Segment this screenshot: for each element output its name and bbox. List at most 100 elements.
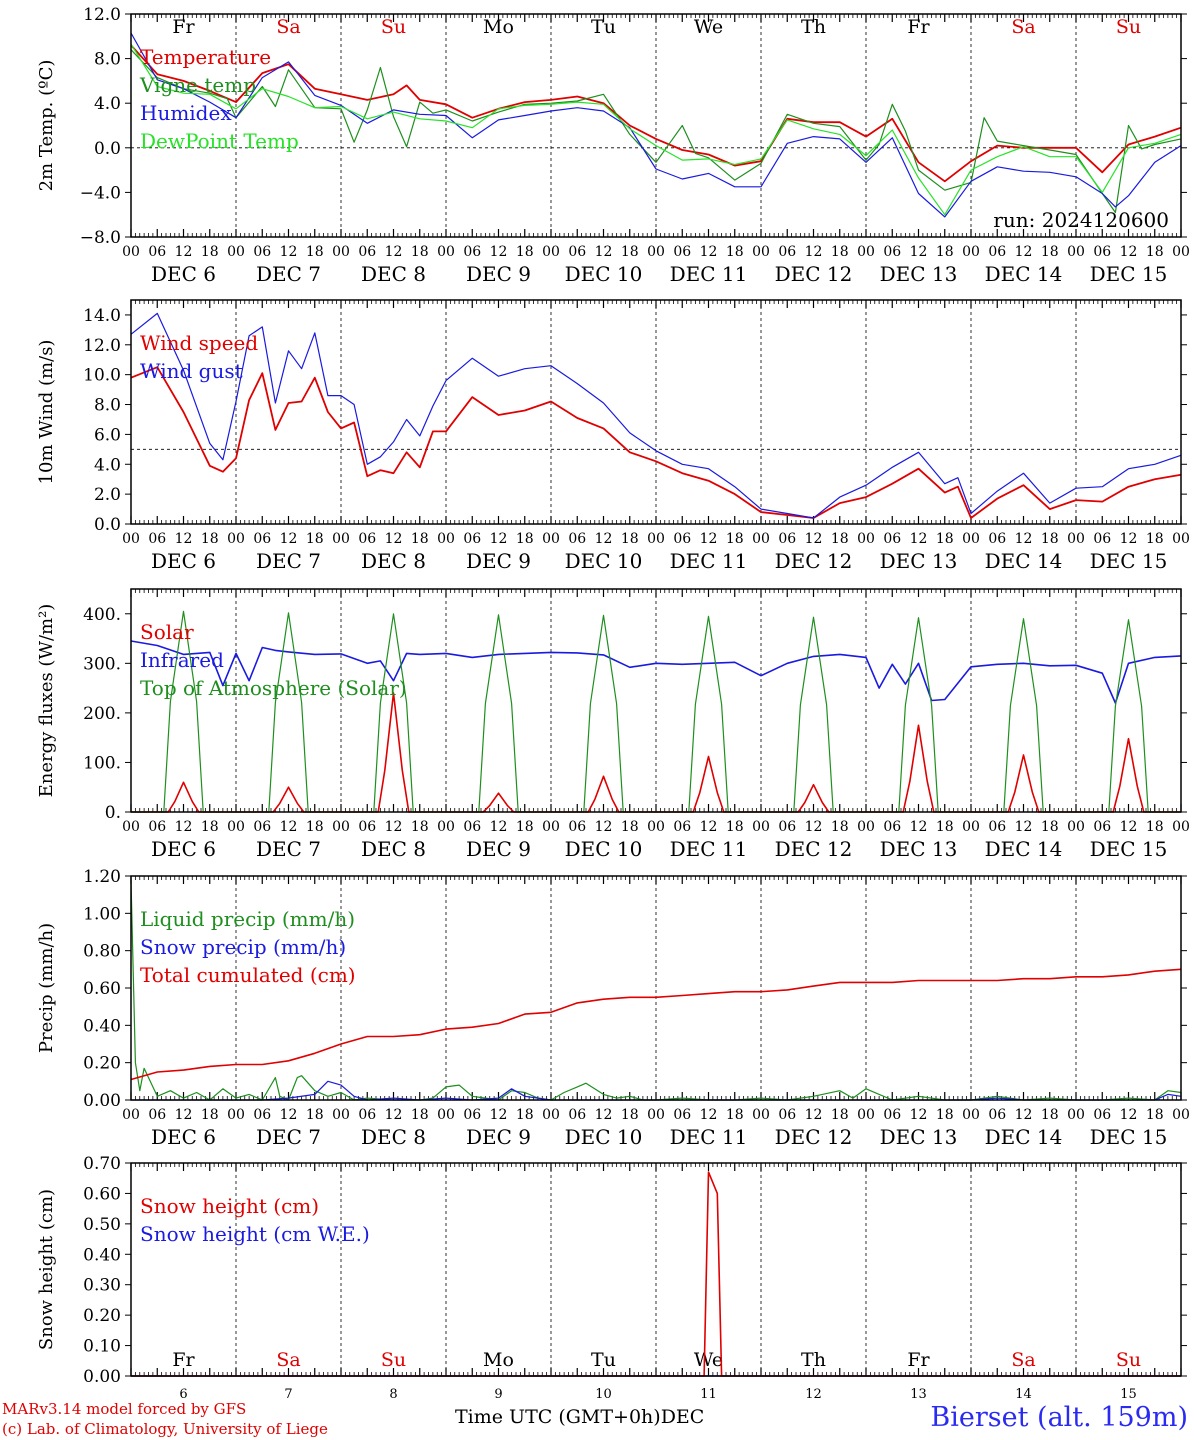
hour-tick-label: 12	[595, 819, 613, 835]
y-tick-label: 0.80	[83, 942, 121, 962]
hour-tick-label: 12	[175, 244, 193, 260]
plot-frame	[130, 299, 1182, 525]
hour-tick-label: 18	[201, 244, 219, 260]
hour-tick-label: 06	[148, 244, 166, 260]
hour-tick-label: 00	[227, 244, 245, 260]
chart-panel-2: 0.0 2.0 4.0 6.0 8.0 10.0 12.0 14.0 10m Wind (m/s…	[36, 299, 1190, 573]
hour-tick-label: 00	[542, 819, 560, 835]
weekday-label: Sa	[1011, 1349, 1035, 1371]
hour-tick-label: 18	[936, 531, 954, 547]
hour-tick-label: 12	[490, 531, 508, 547]
hour-tick-label: 12	[1015, 244, 1033, 260]
hour-tick-label: 12	[700, 244, 718, 260]
day-label: DEC 15	[1090, 837, 1168, 861]
hour-tick-label: 00	[752, 531, 770, 547]
hour-tick-label: 12	[595, 244, 613, 260]
series-line-dewpoint-temp	[130, 43, 1182, 216]
y-tick-label: 6.0	[94, 425, 121, 445]
hour-tick-label: 00	[542, 244, 560, 260]
weekday-label: Fr	[172, 1349, 195, 1371]
legend-entry: Solar	[140, 620, 194, 644]
day-label: DEC 7	[256, 1125, 321, 1149]
series-line-temperature	[130, 44, 1182, 183]
hour-tick-label: 06	[148, 531, 166, 547]
hour-tick-label: 18	[936, 1107, 954, 1123]
y-tick-label: 0.0	[94, 139, 121, 159]
hour-tick-label: 06	[988, 1107, 1006, 1123]
hour-tick-label: 00	[437, 244, 455, 260]
day-label: DEC 13	[880, 1125, 958, 1149]
hour-tick-label: 18	[411, 1107, 429, 1123]
day-label: DEC 8	[361, 549, 426, 573]
hour-tick-label: 00	[542, 531, 560, 547]
day-number-label: 12	[805, 1387, 822, 1402]
y-tick-label: −4.0	[80, 183, 121, 203]
hour-tick-label: 18	[516, 819, 534, 835]
hour-tick-label: 00	[752, 1107, 770, 1123]
hour-tick-label: 06	[253, 819, 271, 835]
hour-tick-label: 18	[411, 531, 429, 547]
hour-tick-label: 12	[490, 819, 508, 835]
hour-tick-label: 06	[358, 819, 376, 835]
y-tick-label: 400.	[83, 605, 121, 625]
hour-tick-label: 18	[516, 1107, 534, 1123]
hour-tick-label: 18	[411, 244, 429, 260]
day-label: DEC 12	[775, 262, 853, 286]
hour-tick-label: 18	[1041, 1107, 1059, 1123]
y-tick-label: 0.10	[83, 1337, 121, 1357]
hour-tick-label: 12	[1120, 531, 1138, 547]
hour-tick-label: 06	[1093, 244, 1111, 260]
y-tick-label: 100.	[83, 753, 121, 773]
day-label: DEC 10	[565, 549, 643, 573]
day-label: DEC 8	[361, 837, 426, 861]
hour-tick-label: 06	[148, 819, 166, 835]
day-label: DEC 7	[256, 262, 321, 286]
hour-tick-label: 06	[568, 531, 586, 547]
hour-tick-label: 00	[857, 531, 875, 547]
hour-tick-label: 00	[437, 531, 455, 547]
y-tick-label: 0.00	[83, 1367, 121, 1387]
legend-entry: Snow height (cm)	[140, 1194, 319, 1218]
weekday-label: Th	[801, 1349, 826, 1371]
hour-tick-label: 06	[1093, 1107, 1111, 1123]
hour-tick-label: 12	[490, 244, 508, 260]
hour-tick-label: 18	[726, 1107, 744, 1123]
hour-tick-label: 00	[122, 1107, 140, 1123]
weekday-label: Sa	[1011, 16, 1035, 38]
chart-panel-5: 0.00 0.10 0.20 0.30 0.40 0.50 0.60 0.70 Snow hei…	[36, 1154, 1187, 1402]
y-tick-label: 2.0	[94, 485, 121, 505]
y-tick-label: 12.0	[83, 5, 121, 25]
hour-tick-label: 12	[175, 819, 193, 835]
hour-tick-label: 00	[332, 1107, 350, 1123]
day-label: DEC 15	[1090, 262, 1168, 286]
series-line-wind-speed	[130, 366, 1182, 519]
y-tick-label: 4.0	[94, 94, 121, 114]
day-label: DEC 8	[361, 262, 426, 286]
day-label: DEC 12	[775, 549, 853, 573]
y-tick-label: 0.20	[83, 1306, 121, 1326]
hour-tick-label: 18	[201, 819, 219, 835]
hour-tick-label: 06	[883, 244, 901, 260]
y-axis-label: 10m Wind (m/s)	[36, 340, 57, 485]
y-tick-label: 0.60	[83, 979, 121, 999]
hour-tick-label: 06	[148, 1107, 166, 1123]
hour-tick-label: 12	[280, 1107, 298, 1123]
hour-tick-label: 00	[857, 1107, 875, 1123]
hour-tick-label: 18	[936, 244, 954, 260]
hour-tick-label: 18	[621, 244, 639, 260]
hour-tick-label: 12	[1120, 244, 1138, 260]
hour-tick-label: 06	[883, 1107, 901, 1123]
hour-tick-label: 18	[411, 819, 429, 835]
legend-entry: Infrared	[140, 648, 224, 672]
hour-tick-label: 06	[778, 819, 796, 835]
day-number-label: 8	[389, 1387, 397, 1402]
day-label: DEC 9	[466, 549, 531, 573]
plot-frame	[130, 1162, 1182, 1377]
hour-tick-label: 00	[542, 1107, 560, 1123]
day-number-label: 15	[1120, 1387, 1137, 1402]
weekday-label: Tu	[591, 1349, 616, 1371]
day-label: DEC 8	[361, 1125, 426, 1149]
hour-tick-label: 18	[1041, 531, 1059, 547]
plot-frame	[130, 588, 1182, 813]
y-tick-label: 14.0	[83, 306, 121, 326]
